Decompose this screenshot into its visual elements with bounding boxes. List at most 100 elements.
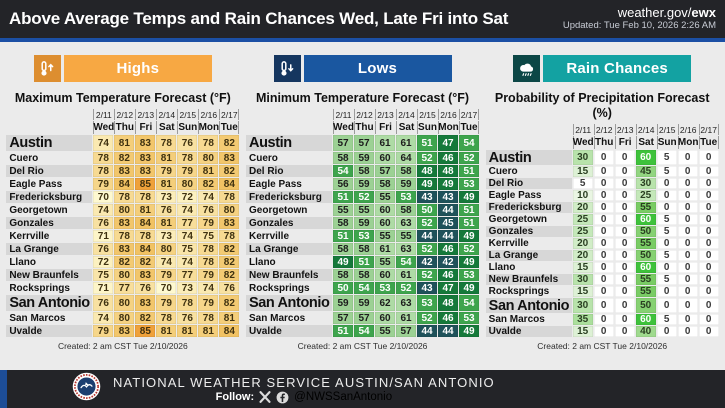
site-url: weather.gov/ewx — [563, 5, 716, 21]
forecast-value-cell: 0 — [614, 226, 635, 237]
forecast-value-cell: 49 — [459, 325, 479, 337]
table-row: San Antonio 76 80 83 79 78 79 82 — [6, 295, 240, 311]
forecast-value-cell: 80 — [114, 312, 135, 324]
location-label: Eagle Pass — [488, 190, 542, 201]
forecast-value-cell: 25 — [635, 190, 656, 201]
forecast-value-cell: 78 — [93, 152, 114, 164]
forecast-value-cell: 0 — [677, 262, 698, 273]
day-header-cell: Sun — [177, 121, 198, 134]
forecast-value-cell: 72 — [93, 256, 114, 268]
forecast-value-cell: 74 — [156, 256, 177, 268]
forecast-value-cell: 53 — [459, 178, 479, 190]
forecast-value-cell: 80 — [114, 204, 135, 216]
forecast-value-cell: 77 — [177, 269, 198, 281]
table-row: Austin 74 81 83 78 76 78 82 — [6, 135, 240, 151]
forecast-value-cell: 35 — [572, 314, 593, 325]
table-row: Kerrville 51 53 55 55 44 44 49 — [246, 230, 479, 242]
forecast-value-cell: 84 — [135, 243, 156, 255]
forecast-value-cell: 80 — [156, 243, 177, 255]
forecast-value-cell: 0 — [698, 178, 719, 189]
forecast-value-cell: 54 — [459, 295, 479, 311]
forecast-value-cell: 76 — [93, 243, 114, 255]
forecast-value-cell: 79 — [198, 269, 219, 281]
forecast-value-cell: 61 — [375, 135, 395, 151]
forecast-value-cell: 0 — [677, 286, 698, 297]
location-label: New Braunfels — [246, 269, 332, 281]
forecast-value-cell: 0 — [614, 166, 635, 177]
day-header-cell: Sun — [656, 136, 677, 149]
forecast-value-cell: 61 — [396, 312, 416, 324]
forecast-value-cell: 82 — [219, 165, 240, 177]
forecast-value-cell: 54 — [354, 282, 374, 294]
forecast-value-cell: 74 — [177, 230, 198, 242]
forecast-value-cell: 42 — [438, 256, 458, 268]
forecast-value-cell: 75 — [177, 243, 198, 255]
location-label: Cuero — [488, 166, 518, 177]
table-row: New Braunfels 30 0 0 55 5 0 0 — [485, 274, 719, 285]
forecast-value-cell: 83 — [219, 217, 240, 229]
forecast-value-cell: 81 — [219, 312, 240, 324]
table-row: San Marcos 74 80 82 78 76 78 81 — [6, 312, 240, 324]
forecast-value-cell: 58 — [333, 217, 353, 229]
table-row: Llano 49 51 55 54 42 42 49 — [246, 256, 479, 268]
forecast-value-cell: 5 — [656, 166, 677, 177]
forecast-value-cell: 82 — [114, 152, 135, 164]
forecast-value-cell: 0 — [614, 298, 635, 313]
forecast-value-cell: 78 — [93, 165, 114, 177]
forecast-value-cell: 58 — [354, 165, 374, 177]
forecast-value-cell: 55 — [333, 204, 353, 216]
forecast-value-cell: 52 — [459, 152, 479, 164]
day-header-cell: Tue — [698, 136, 719, 149]
forecast-value-cell: 47 — [438, 282, 458, 294]
pop-table: 2/11 2/12 2/13 2/14 2/15 2/16 2/17 Wed Thu Fri Sat… — [485, 124, 719, 338]
footer-accent-strip — [0, 370, 7, 408]
table-row: La Grange 58 58 61 63 52 46 52 — [246, 243, 479, 255]
forecast-value-cell: 44 — [417, 325, 437, 337]
forecast-value-cell: 77 — [177, 217, 198, 229]
table-row: Eagle Pass 79 84 85 81 80 82 84 — [6, 178, 240, 190]
forecast-value-cell: 53 — [375, 282, 395, 294]
forecast-value-cell: 83 — [135, 135, 156, 151]
forecast-value-cell: 15 — [572, 262, 593, 273]
forecast-value-cell: 71 — [93, 230, 114, 242]
forecast-value-cell: 0 — [593, 238, 614, 249]
forecast-value-cell: 79 — [93, 325, 114, 337]
forecast-value-cell: 73 — [156, 230, 177, 242]
forecast-value-cell: 85 — [135, 178, 156, 190]
date-header-cell: 2/16 — [438, 109, 458, 120]
day-header-cell: Thu — [114, 121, 134, 134]
forecast-value-cell: 78 — [156, 135, 177, 151]
forecast-value-cell: 54 — [354, 325, 374, 337]
forecast-value-cell: 79 — [156, 269, 177, 281]
header-divider — [0, 38, 725, 42]
day-header-cell: Mon — [198, 121, 220, 134]
date-header-cell: 2/17 — [219, 109, 240, 120]
forecast-value-cell: 81 — [156, 217, 177, 229]
location-label: Uvalde — [246, 325, 332, 337]
table-row: Uvalde 51 54 55 57 44 44 49 — [246, 325, 479, 337]
forecast-value-cell: 51 — [333, 230, 353, 242]
forecast-value-cell: 81 — [156, 178, 177, 190]
forecast-value-cell: 10 — [572, 190, 593, 201]
forecast-value-cell: 57 — [375, 165, 395, 177]
forecast-value-cell: 40 — [635, 326, 656, 337]
panel-highs: Highs Maximum Temperature Forecast (°F) … — [6, 42, 240, 370]
forecast-value-cell: 58 — [333, 243, 353, 255]
table-row: Georgetown 55 55 60 58 50 44 51 — [246, 204, 479, 216]
forecast-value-cell: 80 — [177, 178, 198, 190]
forecast-value-cell: 60 — [375, 152, 395, 164]
forecast-value-cell: 42 — [417, 256, 437, 268]
min-temp-title-line1: Minimum Temperature Forecast (°F) — [255, 91, 470, 105]
forecast-value-cell: 0 — [614, 274, 635, 285]
forecast-value-cell: 82 — [219, 135, 240, 151]
forecast-value-cell: 55 — [375, 325, 395, 337]
location-label: Austin — [246, 135, 332, 151]
forecast-value-cell: 63 — [396, 295, 416, 311]
social-row: Follow: @NWSSanAntonio — [216, 391, 392, 404]
forecast-value-cell: 70 — [93, 191, 114, 203]
panel-rain-chances: Rain Chances Probability of Precipitatio… — [485, 42, 719, 370]
forecast-value-cell: 83 — [219, 152, 240, 164]
forecast-value-cell: 0 — [593, 298, 614, 313]
forecast-value-cell: 80 — [114, 269, 135, 281]
location-label: Gonzales — [246, 217, 332, 229]
